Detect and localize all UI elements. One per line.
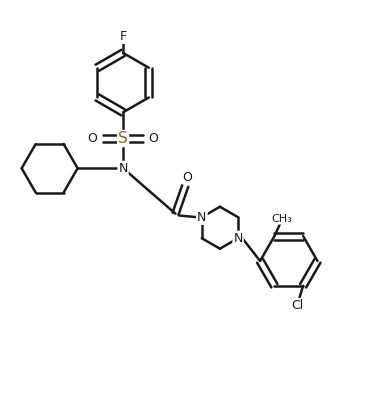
Text: N: N [197, 211, 207, 224]
Text: O: O [182, 171, 192, 183]
Text: F: F [120, 30, 127, 43]
Text: O: O [88, 132, 98, 145]
Text: N: N [197, 211, 207, 224]
Text: Cl: Cl [292, 299, 304, 312]
Text: N: N [234, 232, 243, 245]
Text: O: O [149, 132, 158, 145]
Text: N: N [119, 162, 128, 175]
Text: S: S [118, 131, 128, 146]
Text: CH₃: CH₃ [271, 213, 292, 224]
